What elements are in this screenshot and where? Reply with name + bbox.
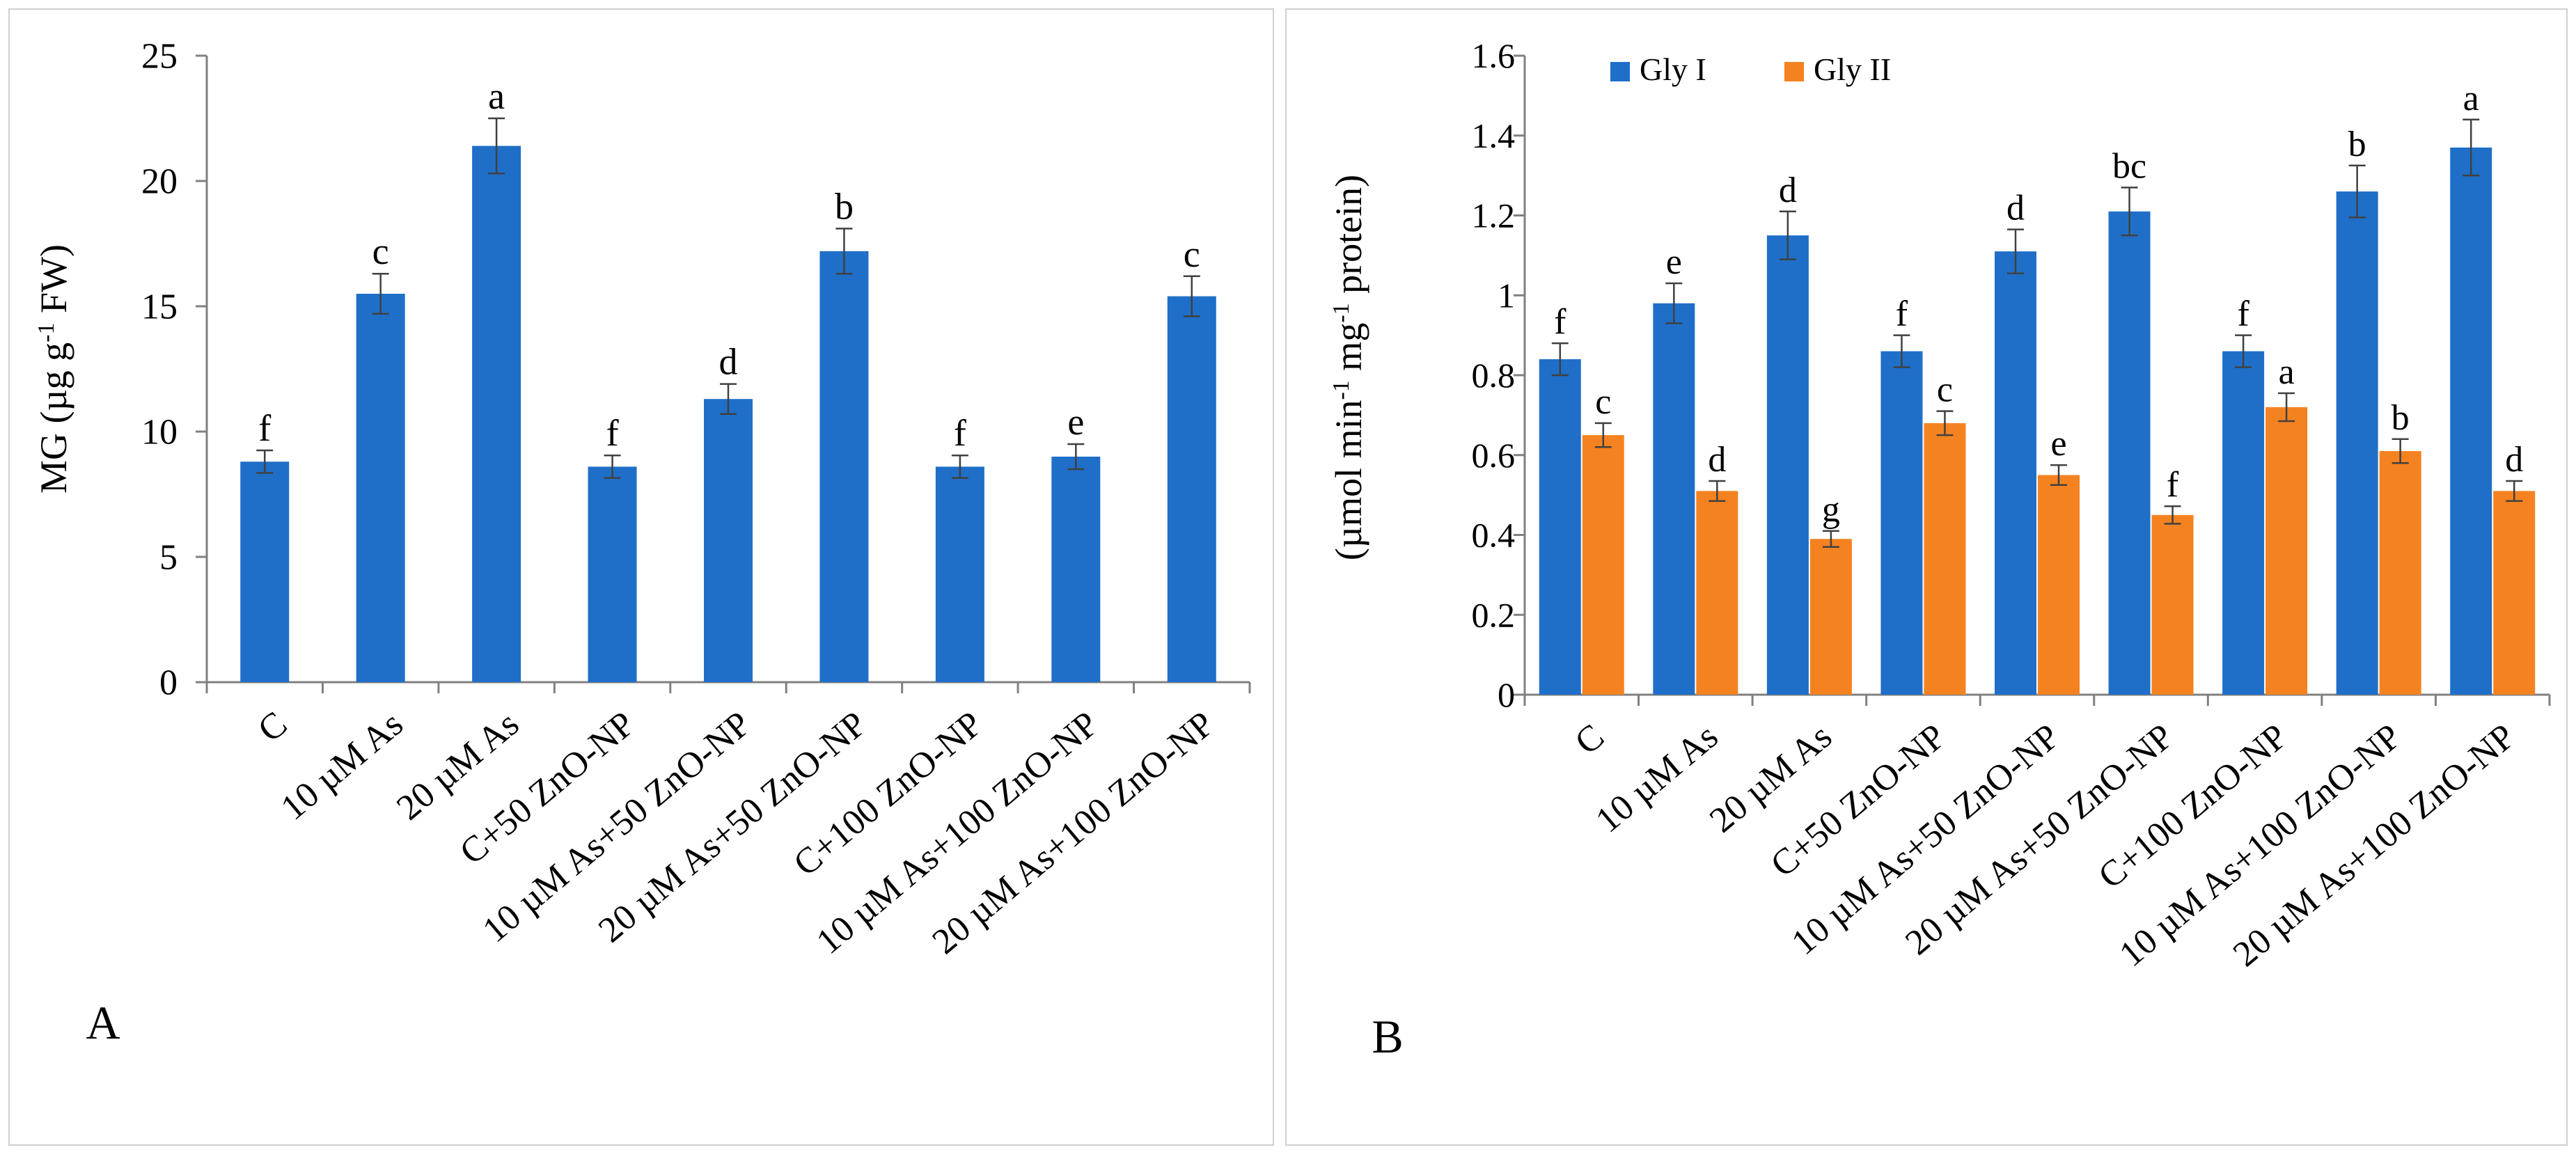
bar <box>1653 303 1695 695</box>
y-axis-title-part: (µmol min <box>1328 400 1369 561</box>
bar <box>819 251 869 682</box>
y-tick-label: 1.6 <box>1472 36 1516 75</box>
significance-letter: e <box>1666 242 1682 282</box>
bar <box>2450 147 2492 695</box>
significance-letter: a <box>2279 352 2295 392</box>
chart-panel-b: 00.20.40.60.811.21.41.6fedfdbcfbacdgcefa… <box>1328 36 2551 1063</box>
y-tick-label: 0 <box>1498 675 1515 714</box>
legend-swatch <box>1784 62 1804 81</box>
bar <box>935 466 984 682</box>
significance-letter: c <box>372 230 389 272</box>
y-tick-label: 0.4 <box>1472 516 1516 555</box>
y-tick-label: 0.8 <box>1472 356 1516 395</box>
bar <box>1167 296 1216 683</box>
x-category-label: C+100 ZnO-NP <box>2091 716 2295 896</box>
significance-letter: b <box>2348 125 2366 164</box>
y-axis-title: MG (µg g-1 FW) <box>33 244 74 494</box>
significance-letter: f <box>1896 294 1908 334</box>
y-tick-label: 0.2 <box>1472 595 1516 634</box>
significance-letter: a <box>488 75 505 117</box>
bar <box>2108 211 2151 695</box>
significance-letter: g <box>1822 490 1840 530</box>
y-axis-title-part: protein) <box>1328 175 1369 303</box>
bar <box>1809 539 1852 695</box>
y-tick-label: 1.2 <box>1472 196 1516 235</box>
bar <box>2336 191 2378 695</box>
significance-letter: d <box>719 341 738 383</box>
y-axis-title-part: mg <box>1328 323 1369 381</box>
legend-label: Gly II <box>1814 52 1891 87</box>
significance-letter: e <box>2050 424 2066 464</box>
bar <box>2265 407 2308 695</box>
bar <box>1995 251 2036 695</box>
significance-letter: b <box>835 185 854 227</box>
y-tick-label: 1 <box>1498 276 1515 315</box>
bar <box>1539 359 1581 695</box>
bar <box>240 462 290 682</box>
significance-letter: a <box>2463 79 2479 118</box>
bar <box>704 399 753 682</box>
significance-letter: e <box>1067 401 1084 443</box>
significance-letter: c <box>1595 382 1611 422</box>
panel-label: A <box>86 996 120 1049</box>
bar <box>2379 451 2421 695</box>
bar <box>1880 351 1923 695</box>
bar <box>2151 514 2194 695</box>
significance-letter: d <box>1708 440 1726 480</box>
significance-letter: f <box>1554 302 1566 342</box>
x-category-label: C <box>1568 716 1612 762</box>
x-category-label: 10 µM As <box>1589 716 1726 840</box>
y-axis-title-superscript: -1 <box>1328 380 1354 400</box>
bar <box>472 145 521 683</box>
y-tick-label: 1.4 <box>1472 116 1516 155</box>
bar <box>1582 435 1624 695</box>
significance-letter: c <box>1937 370 1953 410</box>
significance-letter: f <box>2237 294 2249 334</box>
significance-letter: f <box>954 412 966 454</box>
x-category-label: 10 µM As <box>274 704 411 828</box>
bar <box>2038 475 2080 695</box>
bar <box>1696 491 1738 695</box>
x-category-label: C <box>251 704 294 750</box>
y-tick-label: 20 <box>141 162 178 202</box>
y-axis-title-part: FW) <box>33 244 74 322</box>
bar <box>2493 491 2536 695</box>
significance-letter: c <box>1184 233 1200 275</box>
panel-label: B <box>1372 1010 1403 1063</box>
y-axis-title-part: MG (µg g <box>33 342 74 494</box>
significance-letter: f <box>2167 465 2179 505</box>
y-tick-label: 10 <box>141 413 178 452</box>
significance-letter: bc <box>2112 146 2146 186</box>
bar <box>1051 457 1101 682</box>
significance-letter: f <box>606 412 619 454</box>
y-tick-label: 15 <box>141 287 178 327</box>
y-axis-title: (µmol min-1 mg-1 protein) <box>1328 175 1369 560</box>
significance-letter: b <box>2392 398 2410 438</box>
bar <box>356 294 405 682</box>
y-tick-label: 5 <box>159 538 178 578</box>
legend-swatch <box>1610 62 1630 81</box>
bar <box>2222 351 2265 695</box>
significance-letter: d <box>1779 171 1797 210</box>
bar <box>1766 235 1809 695</box>
y-axis-title-superscript: -1 <box>1328 303 1354 322</box>
y-axis-title-superscript: -1 <box>33 323 59 342</box>
bar <box>588 466 637 682</box>
y-tick-label: 25 <box>141 37 178 77</box>
significance-letter: d <box>2006 189 2025 228</box>
significance-letter: f <box>258 407 271 449</box>
bar <box>1924 423 1966 695</box>
y-tick-label: 0 <box>159 663 178 703</box>
legend-label: Gly I <box>1640 52 1706 87</box>
y-tick-label: 0.6 <box>1472 436 1516 475</box>
significance-letter: d <box>2505 440 2523 480</box>
